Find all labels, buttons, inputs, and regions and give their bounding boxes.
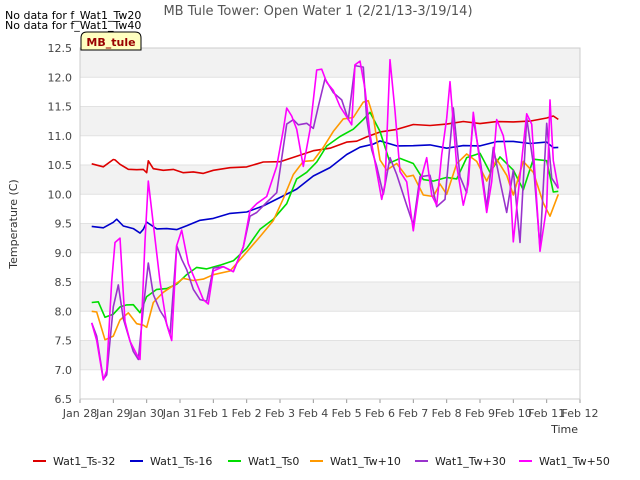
x-tick-label: Feb 4 <box>298 407 328 420</box>
x-tick-label: Jan 29 <box>95 407 130 420</box>
x-tick-label: Jan 31 <box>162 407 197 420</box>
x-tick-label: Feb 6 <box>365 407 395 420</box>
legend-label: Wat1_Tw+50 <box>539 455 610 468</box>
y-tick-label: 8.5 <box>55 276 73 289</box>
y-tick-label: 8.0 <box>55 305 73 318</box>
x-tick-label: Feb 1 <box>198 407 228 420</box>
x-tick-label: Feb 5 <box>332 407 362 420</box>
no-data-note-tw40: No data for f_Wat1_Tw40 <box>5 19 141 32</box>
legend-label: Wat1_Ts-16 <box>150 455 212 468</box>
y-tick-label: 6.5 <box>55 393 73 406</box>
legend-item: Wat1_Tw+30 <box>415 455 506 468</box>
chart-title: MB Tule Tower: Open Water 1 (2/21/13-3/1… <box>163 4 472 19</box>
x-tick-label: Feb 7 <box>398 407 428 420</box>
x-tick-label: Feb 10 <box>495 407 532 420</box>
x-tick-label: Jan 30 <box>128 407 163 420</box>
legend-item: Wat1_Ts0 <box>228 455 299 468</box>
no-data-note-tw20: No data for f_Wat1_Tw20 <box>5 9 141 22</box>
legend: Wat1_Ts-32 Wat1_Ts-16 Wat1_Ts0 Wat1_Tw+10 Wa… <box>33 455 610 468</box>
y-tick-labels: 6.5 7.0 7.5 8.0 8.5 9.0 9.5 10.0 10.5 11.0 11.5 12.… <box>48 42 73 406</box>
legend-item: Wat1_Tw+50 <box>519 455 610 468</box>
plot-frame <box>79 47 581 400</box>
y-tick-label: 11.5 <box>48 101 73 114</box>
site-badge-label: MB_tule <box>86 36 135 49</box>
y-tick-label: 12.5 <box>48 42 73 55</box>
y-tick-label: 10.5 <box>48 159 73 172</box>
series-line-wat1-tw-50 <box>90 58 560 381</box>
site-badge: MB_tule <box>80 31 142 51</box>
y-tick-label: 7.0 <box>55 364 73 377</box>
plot-band <box>80 340 580 370</box>
legend-label: Wat1_Tw+30 <box>435 455 506 468</box>
y-tick-label: 9.5 <box>55 218 73 231</box>
series-layer <box>90 58 560 381</box>
x-tick-label: Feb 8 <box>432 407 462 420</box>
y-tick-label: 12.0 <box>48 71 73 84</box>
y-tick-label: 10.0 <box>48 188 73 201</box>
x-tick-label: Feb 9 <box>465 407 495 420</box>
y-axis-title: Temperature (C) <box>7 179 20 269</box>
y-tick-label: 9.0 <box>55 247 73 260</box>
x-tick-label: Feb 3 <box>265 407 295 420</box>
y-tick-label: 11.0 <box>48 130 73 143</box>
legend-item: Wat1_Tw+10 <box>310 455 401 468</box>
legend-item: Wat1_Ts-32 <box>33 455 115 468</box>
legend-item: Wat1_Ts-16 <box>130 455 212 468</box>
legend-label: Wat1_Ts0 <box>248 455 299 468</box>
site-badge-box <box>80 31 142 51</box>
x-tick-label: Feb 12 <box>562 407 599 420</box>
x-axis-title: Time <box>550 423 578 436</box>
series-line-wat1-ts-32 <box>91 115 559 175</box>
plot-band <box>80 48 580 78</box>
x-tick-label: Jan 28 <box>62 407 97 420</box>
legend-label: Wat1_Ts-32 <box>53 455 115 468</box>
y-tick-label: 7.5 <box>55 335 73 348</box>
legend-label: Wat1_Tw+10 <box>330 455 401 468</box>
x-tick-label: Feb 11 <box>528 407 565 420</box>
x-tick-label: Feb 2 <box>232 407 262 420</box>
